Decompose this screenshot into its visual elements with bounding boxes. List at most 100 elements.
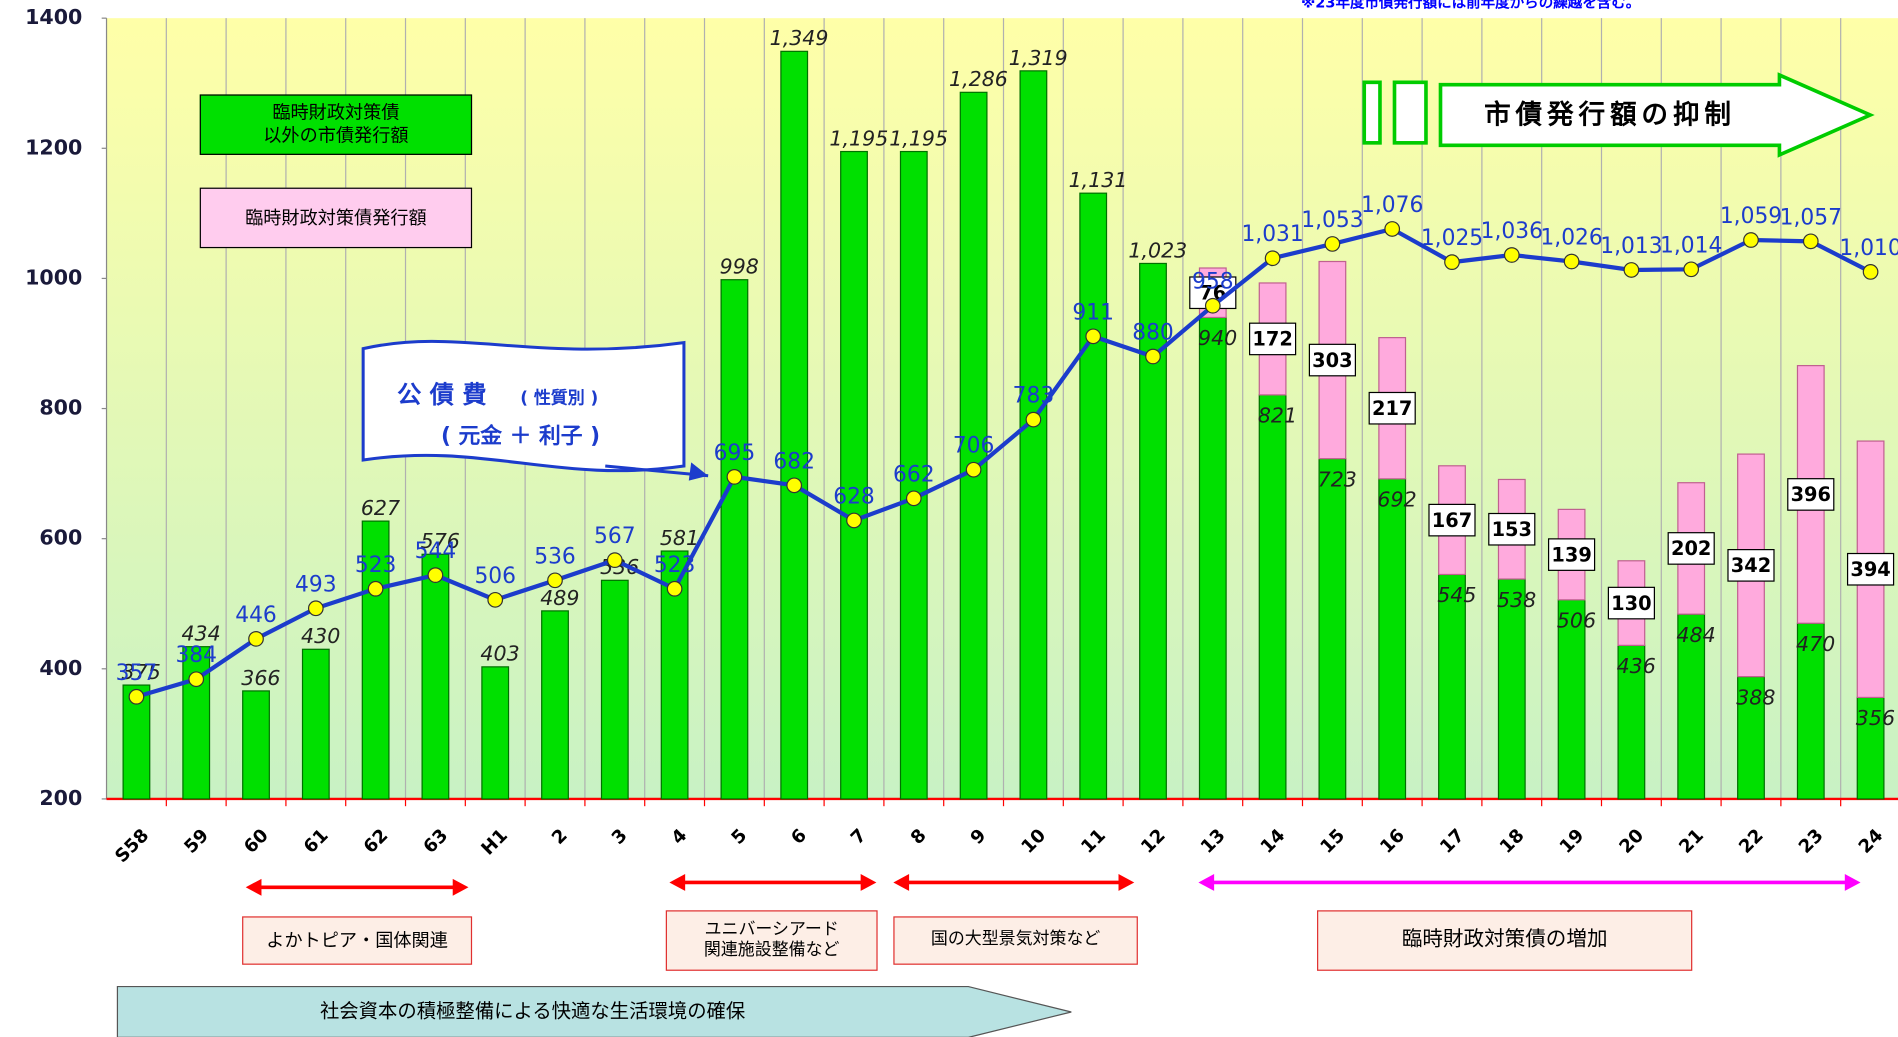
- x-tick-label: 62: [360, 825, 393, 858]
- line-marker: [547, 572, 563, 589]
- line-marker: [1743, 232, 1759, 248]
- x-tick-label: 12: [1137, 825, 1170, 858]
- label-box: [1727, 549, 1775, 582]
- x-tick-label: 4: [668, 825, 692, 849]
- line-label: 1,014: [1660, 233, 1722, 258]
- bar-label: 217: [1372, 397, 1412, 420]
- period-box: 臨時財政対策債の増加: [1317, 910, 1693, 971]
- line-label: 911: [1072, 300, 1114, 325]
- bar-label: 576: [421, 529, 460, 553]
- line-marker: [905, 490, 922, 507]
- callout-title: 公 債 費: [397, 381, 486, 409]
- line-marker: [1683, 261, 1700, 278]
- arrow-tail: [1392, 80, 1428, 145]
- x-tick-label: 21: [1675, 825, 1708, 858]
- bar-label: 356: [1856, 706, 1895, 730]
- arrow-label: 市債発行額の抑制: [1484, 100, 1736, 131]
- bar: [242, 690, 270, 800]
- bar: [1198, 316, 1227, 800]
- line-marker: [1384, 221, 1401, 237]
- line-label: 523: [654, 553, 696, 578]
- bar: [1079, 192, 1108, 800]
- line-marker: [965, 461, 982, 478]
- bar-label: 303: [1312, 349, 1352, 372]
- line-marker: [1324, 236, 1341, 252]
- line-label: 958: [1192, 270, 1234, 295]
- y-tick-label: 1400: [25, 5, 82, 29]
- callout-arrowhead: [688, 462, 709, 481]
- bar: [1438, 573, 1466, 800]
- x-tick-label: 60: [240, 825, 273, 858]
- line-marker: [307, 600, 324, 617]
- bar-label: 940: [1198, 326, 1237, 350]
- y-tick-label: 1200: [25, 135, 82, 159]
- period-arrowhead: [1844, 873, 1861, 891]
- x-tick-label: 13: [1197, 825, 1230, 858]
- legend-pink: 臨時財政対策債発行額: [199, 187, 473, 249]
- period-arrows: [256, 880, 1124, 890]
- bar-label: 403: [480, 642, 519, 666]
- bar-label: 202: [1671, 537, 1711, 560]
- label-box: [1846, 552, 1895, 586]
- bar: [182, 646, 211, 800]
- callout-line2: ( 元金 ＋ 利子 ): [441, 423, 600, 449]
- bar-label: 139: [1551, 543, 1591, 566]
- bar-label: 821: [1258, 404, 1297, 428]
- x-tick-label: 3: [608, 825, 632, 849]
- label-box: [1667, 532, 1715, 565]
- banner-arrow: [116, 985, 1072, 1037]
- x-tick-label: 7: [847, 825, 871, 849]
- bar: [1796, 622, 1825, 800]
- line-label: 1,057: [1780, 205, 1842, 230]
- bar: [421, 553, 450, 800]
- x-tick-label: 18: [1496, 825, 1529, 858]
- line-marker: [726, 468, 743, 485]
- bar: [899, 150, 928, 800]
- line-label: 506: [474, 564, 516, 589]
- line-marker: [666, 580, 683, 597]
- bar-label: 430: [301, 624, 340, 648]
- line-marker: [367, 580, 384, 597]
- period-box: よかトピア・国体関連: [242, 916, 473, 965]
- line-marker: [1503, 247, 1520, 263]
- line-marker: [188, 671, 205, 688]
- bar-label: 998: [720, 255, 759, 279]
- bar-label: 545: [1437, 583, 1476, 607]
- bar: [1677, 613, 1706, 800]
- bar: [301, 648, 330, 800]
- label-box: [1428, 503, 1476, 537]
- bar: [1378, 478, 1407, 800]
- x-tick-label: 14: [1257, 825, 1290, 858]
- line-marker: [846, 512, 862, 529]
- line-marker: [1145, 348, 1161, 365]
- bar-label: 538: [1497, 588, 1536, 612]
- line-marker: [1623, 262, 1640, 278]
- bar: [720, 279, 749, 800]
- bar: [959, 91, 988, 800]
- x-tick-label: 6: [787, 825, 811, 849]
- x-tick-label: 5: [727, 825, 751, 849]
- bar: [481, 666, 510, 800]
- x-tick-label: 59: [180, 825, 213, 858]
- bar: [1019, 70, 1048, 800]
- x-tick-label: 63: [419, 825, 452, 858]
- line-label: 536: [534, 544, 576, 569]
- label-box: [1488, 512, 1536, 546]
- line-marker: [128, 688, 145, 705]
- line-label: 446: [235, 603, 277, 628]
- line-label: 1,013: [1600, 234, 1662, 259]
- line-marker: [1085, 328, 1102, 345]
- period-arrowheads: [245, 873, 1135, 896]
- x-tick-label: 2: [548, 825, 572, 849]
- bar-label: 1,319: [1009, 46, 1068, 70]
- x-tick-label: 17: [1436, 825, 1469, 858]
- line-label: 706: [953, 434, 995, 459]
- label-box: [1308, 343, 1357, 377]
- line-label: 493: [295, 572, 337, 597]
- bar-label: 434: [181, 622, 220, 646]
- x-tick-label: 8: [907, 825, 931, 849]
- bar-label: 130: [1611, 592, 1651, 615]
- bar-label: 436: [1617, 654, 1656, 678]
- bar-label: 627: [361, 496, 400, 520]
